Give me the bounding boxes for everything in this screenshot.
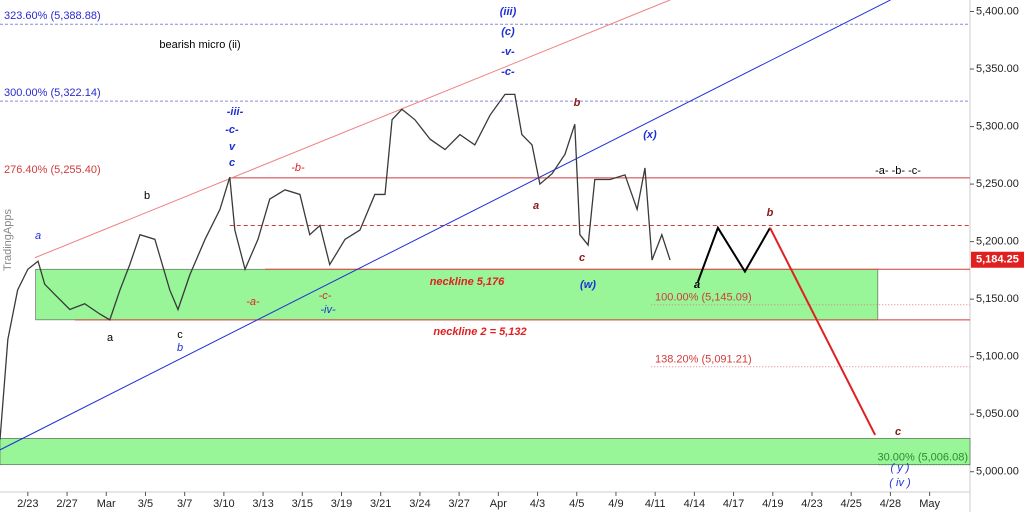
x-tick-label: 4/28 — [880, 498, 901, 510]
annotation: -v- — [501, 46, 515, 58]
x-tick-label: 3/27 — [448, 498, 469, 510]
annotation: ( iv ) — [889, 477, 911, 489]
x-tick-label: 3/13 — [252, 498, 273, 510]
annotation: ( y ) — [891, 462, 910, 474]
level-label: 323.60% (5,388.88) — [4, 10, 101, 22]
x-tick-label: 4/25 — [840, 498, 861, 510]
zone — [0, 438, 971, 466]
annotation: (w) — [580, 279, 596, 291]
x-tick-label: 4/17 — [723, 498, 744, 510]
annotation: bearish micro (ii) — [159, 39, 240, 51]
x-tick-label: 4/19 — [762, 498, 783, 510]
trend-line — [769, 227, 877, 436]
trend-line — [0, 0, 891, 451]
y-tick-label: 5,100.00 — [976, 351, 1019, 363]
y-tick-label: 5,150.00 — [976, 293, 1019, 305]
annotation: -a- — [246, 296, 260, 308]
y-tick-label: 5,350.00 — [976, 63, 1019, 75]
last-price-box — [971, 251, 1024, 268]
annotation: c — [579, 252, 585, 264]
trend-line — [34, 0, 671, 259]
annotation: neckline 2 = 5,132 — [433, 326, 526, 338]
level-label: 100.00% (5,145.09) — [655, 292, 752, 304]
level-label: 30.00% (5,006.08) — [877, 452, 968, 464]
annotation: a — [107, 332, 114, 344]
annotation: -iv- — [320, 304, 336, 316]
annotation: (x) — [643, 129, 657, 141]
last-price-label: 5,184.25 — [976, 254, 1019, 266]
y-tick-label: 5,050.00 — [976, 408, 1019, 420]
annotation: c — [229, 157, 235, 169]
annotation: a — [694, 279, 700, 291]
x-tick-label: 3/21 — [370, 498, 391, 510]
x-tick-label: 4/11 — [645, 498, 666, 510]
y-tick-label: 5,400.00 — [976, 5, 1019, 17]
y-tick-label: 5,300.00 — [976, 120, 1019, 132]
x-tick-label: 2/27 — [56, 498, 77, 510]
annotation: -c- — [501, 66, 515, 78]
x-tick-label: 4/9 — [608, 498, 623, 510]
annotation: a — [533, 200, 539, 212]
annotation: b — [574, 97, 581, 109]
x-tick-label: 3/15 — [292, 498, 313, 510]
annotation: (iii) — [500, 6, 517, 18]
x-tick-label: 3/7 — [177, 498, 192, 510]
annotation: b — [177, 342, 183, 354]
annotation: -a- -b- -c- — [875, 165, 921, 177]
price-line — [0, 93, 671, 440]
x-tick-label: 3/24 — [409, 498, 430, 510]
annotation: v — [229, 141, 236, 153]
annotation: -c- — [319, 290, 332, 302]
x-tick-label: Mar — [97, 498, 116, 510]
x-tick-label: 2/23 — [17, 498, 38, 510]
x-tick-label: Apr — [490, 498, 507, 510]
x-tick-label: 4/23 — [801, 498, 822, 510]
x-tick-label: 3/5 — [138, 498, 153, 510]
annotation: -iii- — [227, 106, 244, 118]
x-tick-label: 4/14 — [684, 498, 705, 510]
annotation: c — [177, 329, 183, 341]
annotation: b — [767, 207, 774, 219]
x-tick-label: May — [919, 498, 940, 510]
annotation: c — [895, 426, 901, 438]
level-label: 276.40% (5,255.40) — [4, 164, 101, 176]
zone — [35, 268, 879, 321]
level-label: 138.20% (5,091.21) — [655, 354, 752, 366]
trend-line — [696, 225, 771, 283]
watermark: TradingApps — [2, 209, 14, 271]
annotation: neckline 5,176 — [430, 276, 505, 288]
annotation: b — [144, 190, 150, 202]
level-label: 300.00% (5,322.14) — [4, 87, 101, 99]
annotation: a — [35, 230, 41, 242]
y-tick-label: 5,250.00 — [976, 178, 1019, 190]
annotation: (c) — [501, 26, 515, 38]
annotation: -c- — [225, 124, 239, 136]
y-tick-label: 5,000.00 — [976, 466, 1019, 478]
x-tick-label: 3/10 — [213, 498, 234, 510]
x-tick-label: 3/19 — [331, 498, 352, 510]
x-tick-label: 4/5 — [569, 498, 584, 510]
x-tick-label: 4/3 — [530, 498, 545, 510]
annotation: -b- — [291, 162, 305, 174]
y-tick-label: 5,200.00 — [976, 236, 1019, 248]
